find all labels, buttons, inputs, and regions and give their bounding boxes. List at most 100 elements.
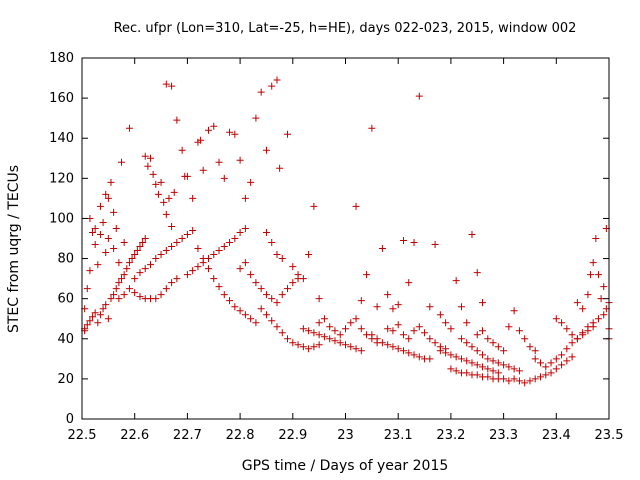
data-point: [584, 323, 592, 331]
data-point: [473, 269, 481, 277]
axis-ticks: 22.5 22.6 22.7 22.8 22.9 23 23.1 23.2 23.3 23.4 23…: [49, 51, 623, 443]
data-point: [547, 359, 555, 367]
data-point: [558, 351, 566, 359]
data-point: [118, 275, 126, 283]
data-point: [384, 291, 392, 299]
data-point: [410, 327, 418, 335]
data-point: [220, 291, 228, 299]
data-point: [452, 277, 460, 285]
data-point: [473, 371, 481, 379]
data-point: [102, 301, 110, 309]
data-point: [183, 271, 191, 279]
data-point: [231, 235, 239, 242]
data-point: [436, 347, 444, 355]
data-point: [563, 345, 571, 353]
data-point: [315, 319, 323, 327]
data-point: [204, 265, 212, 273]
data-point: [257, 305, 265, 313]
data-point: [168, 279, 176, 287]
data-point: [257, 88, 265, 96]
data-point: [102, 190, 110, 198]
data-point: [86, 317, 94, 325]
data-point: [273, 76, 281, 84]
data-point: [284, 335, 292, 343]
data-point: [91, 224, 99, 232]
plot-frame: [81, 57, 610, 420]
data-point: [394, 301, 402, 309]
data-point: [104, 315, 112, 323]
data-point: [91, 241, 99, 249]
data-point: [600, 311, 608, 319]
data-point: [141, 265, 149, 273]
y-tick-label-8: 160: [49, 91, 74, 106]
data-point: [110, 208, 118, 216]
data-point: [152, 180, 160, 188]
data-point: [505, 377, 513, 385]
data-point: [405, 335, 413, 343]
data-point: [199, 166, 207, 174]
data-point: [405, 279, 413, 287]
data-point: [547, 369, 555, 377]
data-point: [589, 319, 597, 327]
data-point: [112, 224, 120, 232]
data-point: [500, 347, 508, 355]
data-point: [152, 295, 160, 303]
data-point: [442, 349, 450, 357]
y-tick-label-0: 0: [66, 412, 74, 427]
data-point: [86, 267, 94, 275]
data-point: [415, 353, 423, 361]
data-point: [531, 375, 539, 383]
data-point: [320, 315, 328, 323]
data-point: [431, 241, 439, 249]
data-point: [257, 285, 265, 293]
data-point: [357, 325, 365, 333]
data-point: [170, 188, 178, 196]
data-point: [107, 295, 115, 303]
data-point: [399, 347, 407, 355]
data-point: [473, 331, 481, 339]
data-point: [463, 319, 471, 327]
data-point: [542, 371, 550, 379]
data-point: [284, 130, 292, 138]
data-point: [399, 331, 407, 339]
data-point: [157, 291, 165, 299]
data-point: [542, 363, 550, 371]
data-point: [505, 323, 513, 331]
data-point: [115, 295, 123, 303]
data-point: [236, 307, 244, 315]
data-point: [442, 319, 450, 327]
data-point: [331, 337, 339, 345]
data-point: [584, 291, 592, 299]
data-point: [384, 341, 392, 349]
data-point: [94, 261, 102, 269]
data-point: [315, 295, 323, 303]
data-point: [426, 335, 434, 343]
data-point: [125, 259, 133, 267]
data-point: [394, 321, 402, 329]
data-point: [510, 307, 518, 315]
data-point: [247, 271, 255, 279]
data-point: [436, 311, 444, 319]
data-point: [336, 339, 344, 347]
data-point: [141, 152, 149, 160]
data-point: [558, 319, 566, 327]
data-point: [215, 158, 223, 166]
data-point: [91, 309, 99, 317]
data-point: [236, 156, 244, 164]
data-point: [165, 194, 173, 202]
data-point: [268, 82, 276, 90]
data-point: [131, 251, 139, 259]
data-point: [162, 80, 170, 88]
data-point: [484, 335, 492, 343]
data-point: [536, 373, 544, 381]
data-point: [183, 172, 191, 180]
data-point: [484, 355, 492, 363]
data-point: [352, 315, 360, 323]
data-point: [125, 285, 133, 293]
data-point: [131, 275, 139, 283]
data-point: [342, 325, 349, 333]
data-point: [447, 365, 455, 373]
data-point: [168, 222, 176, 230]
data-point: [83, 285, 91, 293]
